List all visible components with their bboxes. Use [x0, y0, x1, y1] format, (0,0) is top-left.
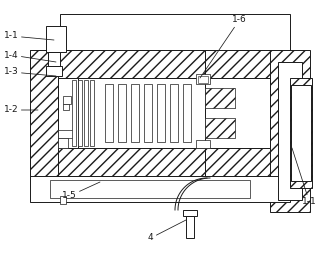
- Bar: [118, 84, 126, 142]
- Text: 1-1: 1-1: [4, 31, 54, 40]
- Bar: [30, 148, 205, 176]
- Bar: [270, 50, 310, 212]
- Text: 1-4: 1-4: [4, 50, 56, 62]
- Bar: [205, 118, 235, 138]
- Bar: [198, 76, 208, 83]
- Bar: [291, 85, 311, 181]
- Bar: [205, 148, 290, 176]
- Bar: [196, 140, 210, 148]
- Text: 1-2: 1-2: [4, 105, 38, 114]
- Bar: [144, 84, 152, 142]
- Bar: [30, 50, 205, 78]
- Bar: [205, 78, 270, 148]
- Bar: [290, 78, 312, 188]
- Bar: [278, 62, 302, 200]
- Text: 1-1: 1-1: [292, 148, 317, 207]
- Text: 1-3: 1-3: [4, 68, 56, 77]
- Bar: [186, 216, 194, 238]
- Bar: [46, 66, 62, 76]
- Bar: [60, 196, 66, 204]
- Text: 1-6: 1-6: [200, 16, 247, 78]
- Bar: [90, 80, 94, 146]
- Bar: [46, 26, 66, 52]
- Bar: [30, 176, 290, 202]
- Bar: [131, 84, 139, 142]
- Text: 1-5: 1-5: [62, 182, 100, 200]
- Bar: [170, 84, 178, 142]
- Bar: [58, 78, 78, 148]
- Bar: [72, 80, 76, 146]
- Bar: [30, 50, 58, 178]
- Bar: [48, 52, 60, 66]
- Bar: [183, 210, 197, 216]
- Text: 4: 4: [148, 220, 186, 242]
- Bar: [63, 104, 69, 110]
- Bar: [84, 80, 88, 146]
- Bar: [157, 84, 165, 142]
- Bar: [50, 180, 250, 198]
- Bar: [60, 14, 290, 50]
- Bar: [58, 138, 68, 148]
- Bar: [78, 80, 82, 146]
- Bar: [63, 96, 71, 104]
- Bar: [58, 78, 205, 148]
- Bar: [183, 84, 191, 142]
- Bar: [205, 50, 290, 78]
- Bar: [58, 130, 73, 138]
- Bar: [196, 74, 210, 84]
- Bar: [205, 88, 235, 108]
- Bar: [105, 84, 113, 142]
